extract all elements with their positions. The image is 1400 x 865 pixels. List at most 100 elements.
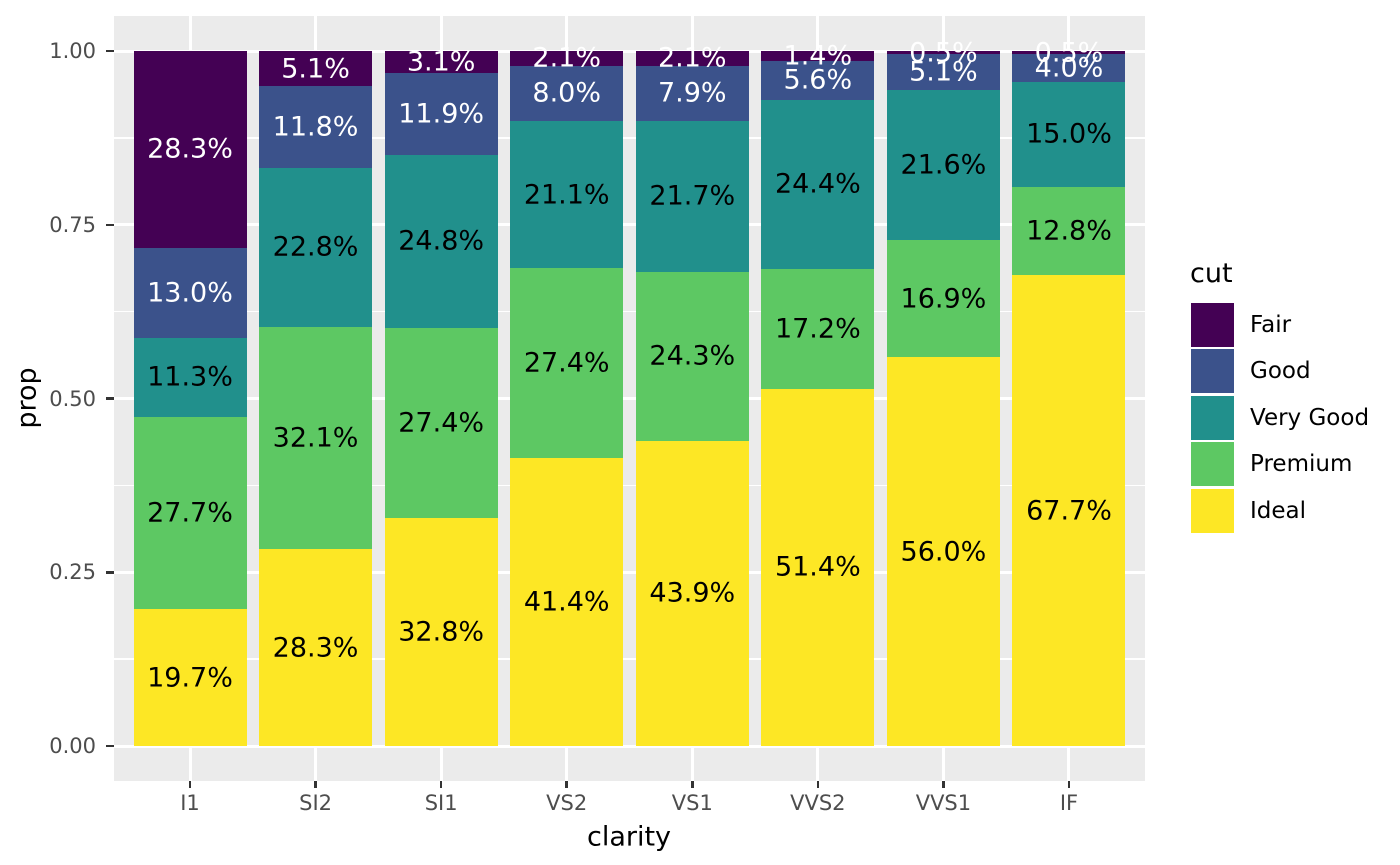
bar-segment-good <box>384 72 498 156</box>
bar-I1 <box>133 51 247 746</box>
bar-label: 7.9% <box>657 77 727 109</box>
bar-label: 3.1% <box>406 46 476 78</box>
bar-label: 51.4% <box>774 551 861 583</box>
y-tick-label: 0.50 <box>49 386 96 411</box>
bar-VVS2 <box>761 51 875 746</box>
x-tick-mark <box>565 781 568 788</box>
gridline-major <box>114 223 1145 227</box>
bar-segment-very-good <box>761 99 875 270</box>
bar-label: 24.8% <box>398 225 485 257</box>
bar-label: 27.7% <box>147 497 233 529</box>
bar-segment-fair <box>761 51 875 61</box>
bar-segment-very-good <box>384 155 498 328</box>
y-tick-mark <box>106 223 114 226</box>
gridline-major <box>114 570 1145 574</box>
bar-label: 28.3% <box>272 632 359 664</box>
bar-label: 2.1% <box>532 42 602 74</box>
bar-label: 2.1% <box>657 42 727 74</box>
bar-label: 5.6% <box>783 64 853 96</box>
y-tick-mark <box>106 49 114 53</box>
bar-label: 21.6% <box>900 149 987 181</box>
bar-label: 27.4% <box>398 407 485 439</box>
bar-label: 0.5% <box>909 37 978 69</box>
x-tick-mark <box>439 781 443 788</box>
y-tick-label: 0.75 <box>49 212 96 237</box>
legend-label: Good <box>1250 358 1311 385</box>
y-tick-label: 1.00 <box>49 39 96 63</box>
bar-segment-good <box>259 86 373 169</box>
bar-segment-ideal <box>635 440 749 746</box>
bar-VS2 <box>510 51 624 746</box>
y-tick-mark <box>106 397 114 400</box>
y-tick-mark <box>106 744 114 748</box>
x-tick-mark <box>1067 781 1071 788</box>
bar-label: 43.9% <box>649 577 736 609</box>
gridline-minor <box>114 658 1145 660</box>
bar-label: 22.8% <box>272 231 359 263</box>
bar-segment-premium <box>635 271 749 441</box>
bar-segment-good <box>635 65 749 121</box>
bar-segment-good <box>510 65 624 122</box>
gridline-major <box>114 49 1145 53</box>
bar-segment-ideal <box>384 518 498 746</box>
bar-VVS1 <box>886 51 1000 746</box>
bar-segment-fair <box>510 51 624 66</box>
x-tick-label: SI1 <box>424 791 458 815</box>
gridline-minor <box>114 310 1145 313</box>
legend-title: cut <box>1190 258 1233 289</box>
bar-label: 56.0% <box>900 536 987 568</box>
x-tick-mark <box>942 781 945 788</box>
y-axis-title: prop <box>11 367 43 429</box>
bar-VS1 <box>635 51 749 746</box>
bar-segment-ideal <box>886 357 1000 746</box>
bar-label: 32.8% <box>398 616 485 648</box>
x-tick-label: VVS1 <box>915 791 972 815</box>
bar-label: 15.0% <box>1026 118 1112 150</box>
bar-segment-premium <box>510 267 624 459</box>
bar-segment-premium <box>886 239 1000 358</box>
bar-segment-fair <box>635 51 749 66</box>
plot-panel <box>114 16 1145 781</box>
bar-label: 27.4% <box>523 347 610 379</box>
bar-segment-ideal <box>133 609 247 746</box>
bar-label: 11.9% <box>398 98 485 130</box>
y-tick-mark <box>106 571 114 574</box>
bar-segment-fair <box>259 51 373 87</box>
bar-segment-very-good <box>259 168 373 327</box>
bar-label: 17.2% <box>774 313 861 345</box>
legend-label: Very Good <box>1250 404 1370 431</box>
bar-label: 28.3% <box>147 133 233 165</box>
bar-label: 24.4% <box>774 168 861 200</box>
bar-segment-premium <box>133 416 247 610</box>
bar-segment-fair <box>1012 51 1126 55</box>
bar-segment-ideal <box>259 549 373 746</box>
legend-key-fair <box>1191 303 1234 347</box>
x-tick-mark <box>691 781 694 788</box>
bar-segment-good <box>133 247 247 339</box>
bar-segment-very-good <box>635 120 749 272</box>
bar-segment-fair <box>886 51 1000 55</box>
bar-label: 11.3% <box>147 361 233 393</box>
bar-segment-premium <box>259 326 373 550</box>
bar-label: 19.7% <box>147 662 233 694</box>
bar-SI1 <box>384 51 498 746</box>
legend-label: Premium <box>1250 451 1353 478</box>
bar-label: 12.8% <box>1026 215 1112 247</box>
legend-key-ideal <box>1191 488 1234 533</box>
bar-label: 0.5% <box>1034 37 1104 69</box>
bar-label: 11.8% <box>272 111 359 143</box>
bar-label: 1.4% <box>783 40 853 72</box>
bar-segment-fair <box>384 51 498 73</box>
bar-SI2 <box>259 51 373 746</box>
bar-segment-ideal <box>510 458 624 746</box>
bar-segment-ideal <box>1012 275 1126 746</box>
bar-segment-very-good <box>886 89 1000 240</box>
gridline-minor <box>114 484 1145 487</box>
x-tick-label: VVS2 <box>790 791 846 815</box>
x-tick-label: IF <box>1059 791 1079 815</box>
bar-label: 24.3% <box>649 340 736 372</box>
x-tick-label: SI2 <box>299 791 332 815</box>
bar-segment-very-good <box>133 338 247 417</box>
y-tick-label: 0.00 <box>49 734 96 758</box>
